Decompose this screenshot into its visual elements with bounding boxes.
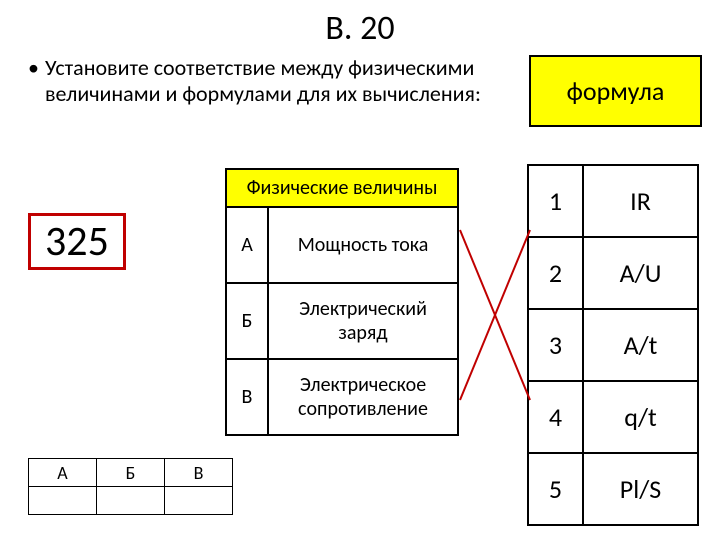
formula-val: A/U <box>583 237 698 309</box>
answer-col-header: Б <box>97 459 165 487</box>
formula-num: 2 <box>528 237 583 309</box>
answer-cell <box>97 487 165 515</box>
phys-key: А <box>226 207 268 283</box>
formula-header-cell: формула <box>529 55 702 127</box>
table-row: 4q/t <box>528 381 698 453</box>
formula-val: Pl/S <box>583 453 698 525</box>
table-row: А Мощность тока <box>226 207 458 283</box>
formula-num: 4 <box>528 381 583 453</box>
table-row: 1IR <box>528 165 698 237</box>
phys-val: Мощность тока <box>268 207 458 283</box>
formula-num: 3 <box>528 309 583 381</box>
phys-key: Б <box>226 283 268 359</box>
formula-val: A/t <box>583 309 698 381</box>
answer-col-header: В <box>165 459 233 487</box>
formula-val: q/t <box>583 381 698 453</box>
phys-val: Электрический заряд <box>268 283 458 359</box>
table-row: 5Pl/S <box>528 453 698 525</box>
formula-val: IR <box>583 165 698 237</box>
table-row: 3A/t <box>528 309 698 381</box>
formula-table: 1IR 2A/U 3A/t 4q/t 5Pl/S <box>527 164 699 526</box>
formula-num: 1 <box>528 165 583 237</box>
answer-cell <box>165 487 233 515</box>
cross-line-1 <box>460 230 530 400</box>
phys-key: В <box>226 359 268 435</box>
cross-line-2 <box>460 230 530 400</box>
answer-col-header: А <box>29 459 97 487</box>
phys-val: Электрическое сопротивление <box>268 359 458 435</box>
table-row: Б Электрический заряд <box>226 283 458 359</box>
phys-header: Физические величины <box>226 169 458 207</box>
table-row: 2A/U <box>528 237 698 309</box>
bullet: • <box>28 55 39 81</box>
answer-cell <box>29 487 97 515</box>
task-prompt: Установите соответствие между физическим… <box>45 55 525 107</box>
slide-title: В. 20 <box>0 8 720 49</box>
formula-num: 5 <box>528 453 583 525</box>
table-row: В Электрическое сопротивление <box>226 359 458 435</box>
answer-grid: А Б В <box>28 458 233 515</box>
physical-quantities-table: Физические величины А Мощность тока Б Эл… <box>225 168 459 436</box>
highlight-box-325: 325 <box>28 213 126 270</box>
